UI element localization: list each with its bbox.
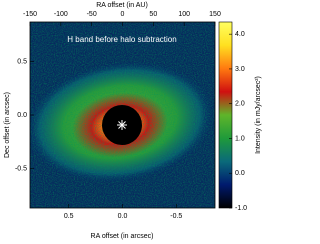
x2-tick-label: -50 <box>87 11 97 18</box>
x2-tick-label: 150 <box>209 11 221 18</box>
x-axis-label: RA offset (in arcsec) <box>91 233 154 240</box>
colorbar-tick-label: 4.0 <box>235 31 245 38</box>
y-tick-label: 0.0 <box>17 112 27 119</box>
y-tick-label: -0.5 <box>15 165 27 172</box>
x-tick-label: -0.5 <box>170 213 182 220</box>
colorbar-tick-label: 0.0 <box>235 170 245 177</box>
colorbar-tick-label: 3.0 <box>235 66 245 73</box>
colorbar-tick-label: -1.0 <box>235 205 247 212</box>
colorbar-tick-label: 2.0 <box>235 101 245 108</box>
x2-tick-label: -100 <box>54 11 68 18</box>
y-axis-label: Dec offset (in arcsec) <box>4 92 11 158</box>
x-tick-label: 0.5 <box>64 213 74 220</box>
colorbar <box>218 21 233 209</box>
x2-tick-label: 0 <box>121 11 125 18</box>
y-tick-label: 0.5 <box>17 58 27 65</box>
x-tick-label: 0.0 <box>118 213 128 220</box>
colorbar-label: Intensity (in mJy/arcsec²) <box>255 76 262 154</box>
x2-axis-label: RA offset (in AU) <box>96 2 148 9</box>
image <box>30 22 215 208</box>
x2-tick-label: 100 <box>178 11 190 18</box>
x2-tick-label: -150 <box>23 11 37 18</box>
x2-tick-label: 50 <box>149 11 157 18</box>
colorbar-tick-label: 1.0 <box>235 135 245 142</box>
chart-title: H band before halo subtraction <box>67 35 176 44</box>
chart: H band before halo subtraction RA offset… <box>4 2 262 240</box>
